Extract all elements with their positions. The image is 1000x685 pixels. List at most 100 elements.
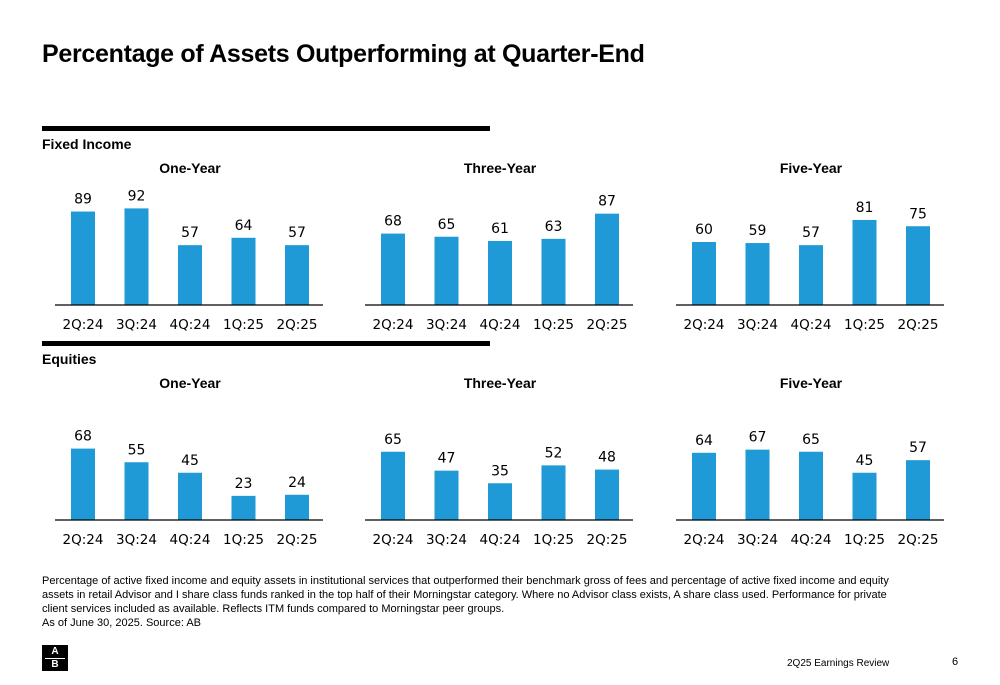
bar-1q-25 [231, 237, 256, 305]
chart-svg: Three-Year 65 2Q:24 47 3Q:24 35 4Q:24 52 1Q:25 48… [365, 375, 633, 548]
tick-label-2q-25: 2Q:25 [898, 317, 939, 333]
bar-1q-25 [541, 465, 566, 520]
tick-label-2q-24: 2Q:24 [373, 317, 414, 333]
tick-label-3q-24: 3Q:24 [426, 317, 467, 333]
bar-2q-24 [381, 233, 405, 305]
bar-2q-24 [692, 242, 716, 305]
data-label-1q-25: 45 [856, 453, 874, 469]
equities-label: Equities [42, 351, 97, 367]
chart-fixed-income-three-year: Three-Year 68 2Q:24 65 3Q:24 61 4Q:24 63 1Q:25 87… [365, 155, 655, 335]
tick-label-1q-25: 1Q:25 [223, 317, 264, 333]
data-label-2q-24: 60 [695, 222, 713, 238]
tick-label-4q-24: 4Q:24 [480, 317, 521, 333]
data-label-2q-25: 24 [288, 475, 306, 491]
data-label-2q-25: 57 [909, 440, 927, 456]
tick-label-3q-24: 3Q:24 [116, 317, 157, 333]
tick-label-2q-25: 2Q:25 [277, 317, 318, 333]
chart-equities-five-year: Five-Year 64 2Q:24 67 3Q:24 65 4Q:24 45 1Q:25 57 2… [676, 370, 966, 550]
chart-title: Five-Year [780, 160, 843, 176]
tick-label-3q-24: 3Q:24 [426, 532, 467, 548]
bar-2q-25 [285, 245, 309, 305]
data-label-4q-24: 57 [181, 225, 199, 241]
bar-2q-24 [71, 211, 95, 305]
chart-svg: Three-Year 68 2Q:24 65 3Q:24 61 4Q:24 63 1Q:25 87… [365, 160, 633, 333]
chart-fixed-income-five-year: Five-Year 60 2Q:24 59 3Q:24 57 4Q:24 81 1Q:25 75 2… [676, 155, 966, 335]
data-label-4q-24: 61 [491, 221, 509, 237]
bar-2q-24 [381, 451, 405, 520]
bar-3q-24 [434, 236, 459, 305]
chart-svg: One-Year 89 2Q:24 92 3Q:24 57 4Q:24 64 1Q:25 57 2Q… [55, 160, 323, 333]
bar-3q-24 [745, 449, 770, 520]
bar-2q-25 [595, 469, 619, 520]
data-label-3q-24: 47 [438, 451, 456, 467]
data-label-1q-25: 64 [235, 218, 253, 234]
tick-label-1q-25: 1Q:25 [533, 317, 574, 333]
data-label-2q-24: 68 [74, 429, 92, 445]
bar-3q-24 [434, 470, 459, 520]
logo-letter-bottom: B [51, 659, 59, 670]
bar-2q-24 [71, 448, 95, 520]
tick-label-4q-24: 4Q:24 [170, 532, 211, 548]
tick-label-4q-24: 4Q:24 [480, 532, 521, 548]
data-label-2q-24: 89 [74, 192, 92, 208]
bar-4q-24 [799, 245, 823, 305]
bar-2q-24 [692, 452, 716, 520]
fixed-income-label: Fixed Income [42, 136, 132, 152]
data-label-2q-25: 57 [288, 225, 306, 241]
data-label-4q-24: 65 [802, 432, 820, 448]
tick-label-2q-24: 2Q:24 [63, 317, 104, 333]
data-label-2q-24: 65 [384, 432, 402, 448]
tick-label-4q-24: 4Q:24 [791, 317, 832, 333]
bar-2q-25 [595, 213, 619, 305]
tick-label-1q-25: 1Q:25 [844, 532, 885, 548]
footnote: Percentage of active fixed income and eq… [42, 574, 942, 630]
chart-title: Three-Year [464, 160, 537, 176]
tick-label-1q-25: 1Q:25 [223, 532, 264, 548]
logo-letter-top: A [51, 646, 59, 657]
data-label-3q-24: 92 [128, 188, 146, 204]
tick-label-4q-24: 4Q:24 [170, 317, 211, 333]
tick-label-1q-25: 1Q:25 [533, 532, 574, 548]
chart-title: Five-Year [780, 375, 843, 391]
bar-3q-24 [124, 462, 149, 520]
chart-title: One-Year [159, 375, 221, 391]
data-label-4q-24: 57 [802, 225, 820, 241]
chart-equities-one-year: One-Year 68 2Q:24 55 3Q:24 45 4Q:24 23 1Q:25 24 2Q… [55, 370, 345, 550]
data-label-2q-24: 64 [695, 433, 713, 449]
fixed-income-rule [42, 126, 490, 131]
equities-rule [42, 341, 490, 346]
chart-fixed-income-one-year: One-Year 89 2Q:24 92 3Q:24 57 4Q:24 64 1Q:25 57 2Q… [55, 155, 345, 335]
tick-label-2q-24: 2Q:24 [684, 532, 725, 548]
tick-label-3q-24: 3Q:24 [737, 317, 778, 333]
data-label-3q-24: 55 [128, 442, 146, 458]
bar-1q-25 [541, 238, 566, 305]
data-label-3q-24: 65 [438, 217, 456, 233]
bar-1q-25 [231, 495, 256, 520]
bar-3q-24 [745, 243, 770, 305]
tick-label-2q-25: 2Q:25 [587, 317, 628, 333]
data-label-1q-25: 23 [235, 476, 253, 492]
data-label-3q-24: 67 [749, 430, 767, 446]
tick-label-2q-24: 2Q:24 [63, 532, 104, 548]
data-label-2q-25: 48 [598, 450, 616, 466]
chart-title: Three-Year [464, 375, 537, 391]
chart-svg: One-Year 68 2Q:24 55 3Q:24 45 4Q:24 23 1Q:25 24 2Q… [55, 375, 323, 548]
chart-equities-three-year: Three-Year 65 2Q:24 47 3Q:24 35 4Q:24 52 1Q:25 48… [365, 370, 655, 550]
data-label-4q-24: 45 [181, 453, 199, 469]
tick-label-2q-25: 2Q:25 [587, 532, 628, 548]
chart-title: One-Year [159, 160, 221, 176]
bar-2q-25 [906, 460, 930, 520]
data-label-4q-24: 35 [491, 463, 509, 479]
tick-label-2q-24: 2Q:24 [373, 532, 414, 548]
tick-label-2q-25: 2Q:25 [277, 532, 318, 548]
footnote-line: assets in retail Advisor and I share cla… [42, 589, 887, 601]
data-label-1q-25: 81 [856, 200, 874, 216]
tick-label-3q-24: 3Q:24 [116, 532, 157, 548]
footer-text: 2Q25 Earnings Review [787, 658, 890, 669]
tick-label-1q-25: 1Q:25 [844, 317, 885, 333]
tick-label-2q-25: 2Q:25 [898, 532, 939, 548]
bar-3q-24 [124, 208, 149, 305]
data-label-2q-25: 87 [598, 194, 616, 210]
bar-4q-24 [488, 240, 512, 305]
bar-2q-25 [906, 226, 930, 305]
